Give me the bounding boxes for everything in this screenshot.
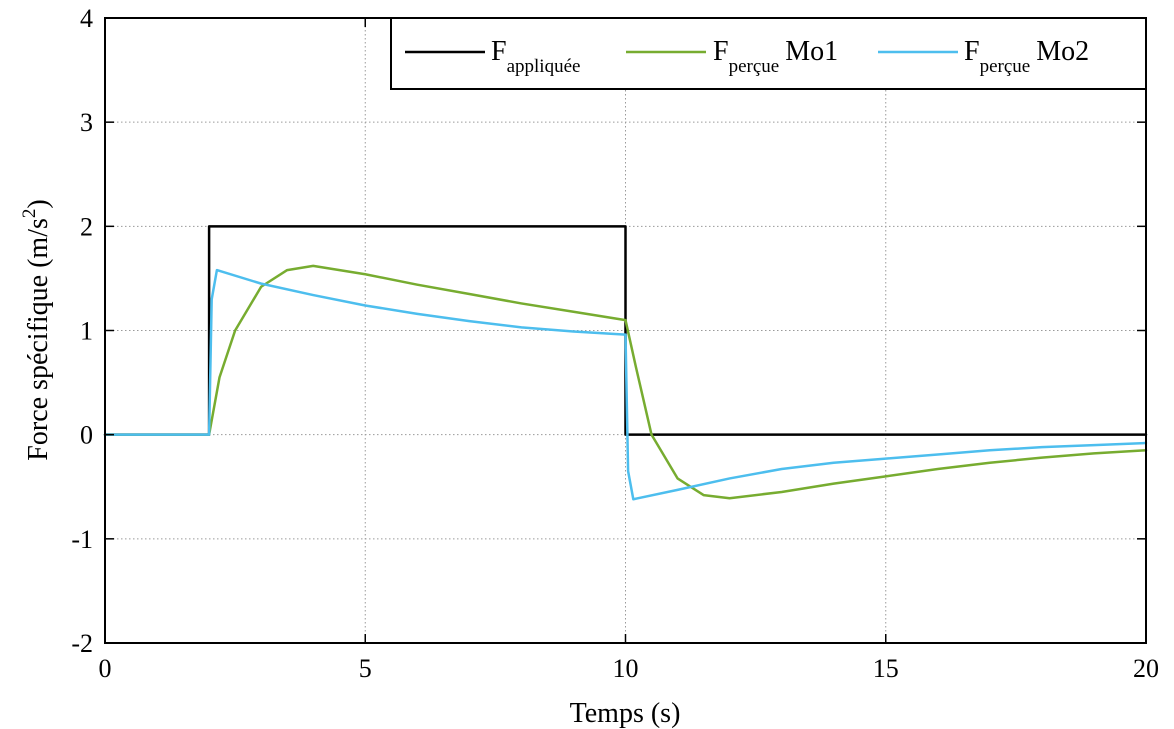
y-tick-label: 4: [80, 4, 93, 33]
y-tick-label: 2: [80, 212, 93, 241]
y-tick-label: 0: [80, 421, 93, 450]
x-tick-label: 0: [99, 654, 112, 683]
x-tick-label: 20: [1133, 654, 1159, 683]
legend-label-f-appliquee: Fappliquée: [491, 36, 580, 77]
legend-box: [390, 17, 1147, 90]
series-line-f-percue-mo2: [103, 268, 1148, 501]
y-axis-title: Force spécifique (m/s2): [19, 199, 54, 460]
y-tick-label: 1: [80, 317, 93, 346]
y-tick-label: 3: [80, 108, 93, 137]
legend-label-f-percue-mo2: Fperçue Mo2: [964, 36, 1089, 77]
x-tick-label: 15: [873, 654, 899, 683]
x-tick-label: 10: [613, 654, 639, 683]
x-tick-label: 5: [359, 654, 372, 683]
legend: Fappliquée Fperçue Mo1 Fperçue Mo2: [390, 17, 1147, 90]
legend-label-f-percue-mo1: Fperçue Mo1: [713, 36, 838, 77]
x-axis-title: Temps (s): [570, 698, 681, 729]
tick-labels: 0 5 10 15 20 -2 -1 0 1 2 3 4: [71, 4, 1159, 683]
y-tick-label: -1: [71, 525, 93, 554]
series-layer: [103, 225, 1148, 501]
y-tick-label: -2: [71, 629, 93, 658]
